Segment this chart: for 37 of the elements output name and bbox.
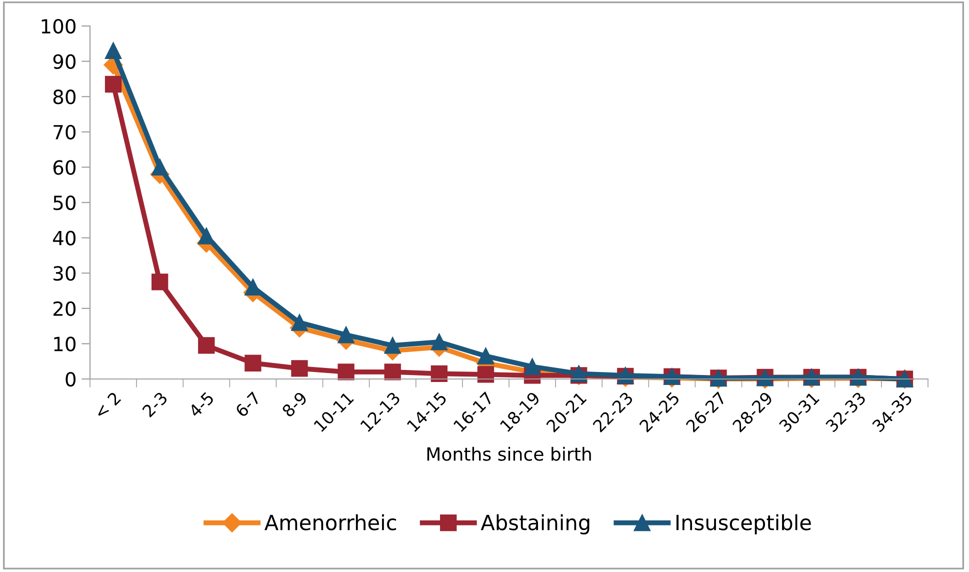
y-tick-label: 0: [66, 372, 76, 387]
point: [104, 76, 122, 93]
x-tick-label: < 2: [94, 392, 122, 419]
point: [524, 358, 541, 375]
y-tick-label: 80: [53, 90, 76, 104]
y-tick-label: 100: [42, 18, 76, 34]
y-tick-label: 10: [54, 336, 76, 352]
point: [384, 337, 401, 354]
y-tick-label: 40: [53, 230, 76, 246]
point: [430, 365, 448, 382]
legend-label: Insusceptible: [676, 514, 811, 534]
y-tick-label: 30: [54, 266, 76, 281]
legend-label: Amenorrheic: [264, 514, 396, 530]
point: [198, 337, 215, 354]
point: [198, 228, 215, 244]
point: [104, 42, 122, 60]
point: [430, 334, 448, 350]
x-tick-label: 2-3: [142, 391, 168, 418]
point: [152, 158, 168, 176]
point: [291, 360, 308, 377]
point: [384, 364, 401, 380]
y-tick-label: 70: [54, 124, 76, 140]
y-tick-label: 90: [53, 54, 76, 69]
point: [152, 274, 168, 290]
x-tick-label: 4-5: [188, 392, 214, 418]
legend-label: Abstaining: [480, 514, 590, 534]
point: [291, 314, 308, 331]
x-tick-label: 8-9: [281, 391, 308, 418]
y-tick-label: 60: [53, 160, 76, 175]
point: [244, 278, 262, 296]
y-tick-label: 20: [53, 301, 76, 316]
x-tick-label: 6-7: [234, 391, 262, 418]
y-tick-label: 50: [54, 195, 76, 210]
point: [244, 354, 262, 372]
point: [338, 364, 354, 380]
x-axis-title: Months since birth: [427, 446, 591, 461]
point: [338, 326, 354, 344]
